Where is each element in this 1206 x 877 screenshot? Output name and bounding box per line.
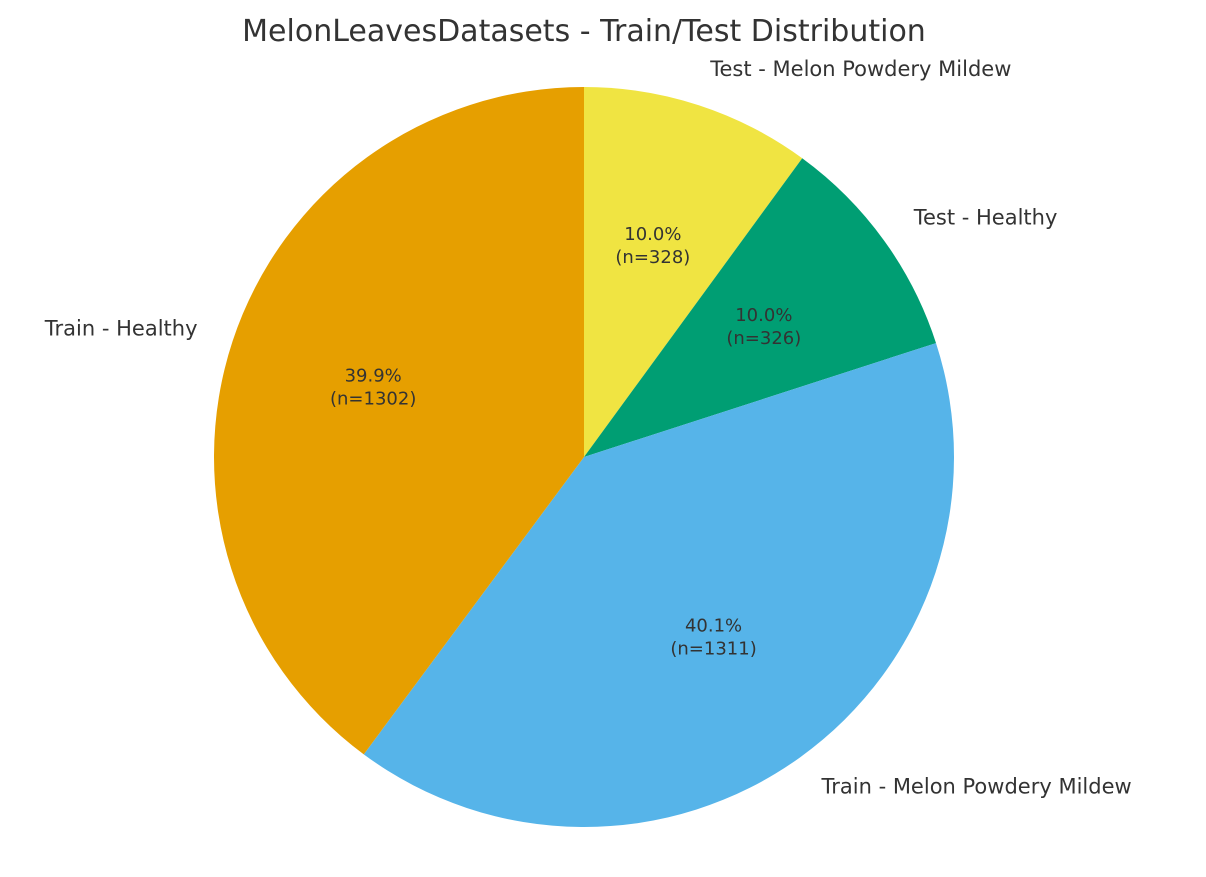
slice-count-label: (n=1302) — [330, 388, 416, 409]
slice-count-label: (n=1311) — [670, 638, 756, 659]
pie-slice — [213, 87, 584, 755]
slice-category-label: Test - Healthy — [913, 205, 1058, 229]
slice-category-label: Train - Healthy — [44, 316, 198, 340]
slice-percent-label: 40.1% — [685, 615, 742, 636]
slice-count-label: (n=326) — [726, 328, 801, 349]
pie-slice — [584, 158, 937, 458]
slice-count-label: (n=328) — [615, 247, 690, 268]
slice-category-label: Test - Melon Powdery Mildew — [709, 57, 1011, 81]
slice-percent-label: 39.9% — [345, 365, 402, 386]
slice-percent-label: 10.0% — [735, 305, 792, 326]
slice-percent-label: 10.0% — [624, 224, 681, 245]
pie-slice — [363, 343, 954, 828]
pie-slice — [584, 87, 803, 457]
pie-slices — [213, 87, 954, 828]
slice-category-label: Train - Melon Powdery Mildew — [821, 775, 1132, 799]
pie-labels: Test - Melon Powdery Mildew10.0%(n=328)T… — [44, 57, 1132, 798]
chart-title: MelonLeavesDatasets - Train/Test Distrib… — [242, 14, 926, 49]
